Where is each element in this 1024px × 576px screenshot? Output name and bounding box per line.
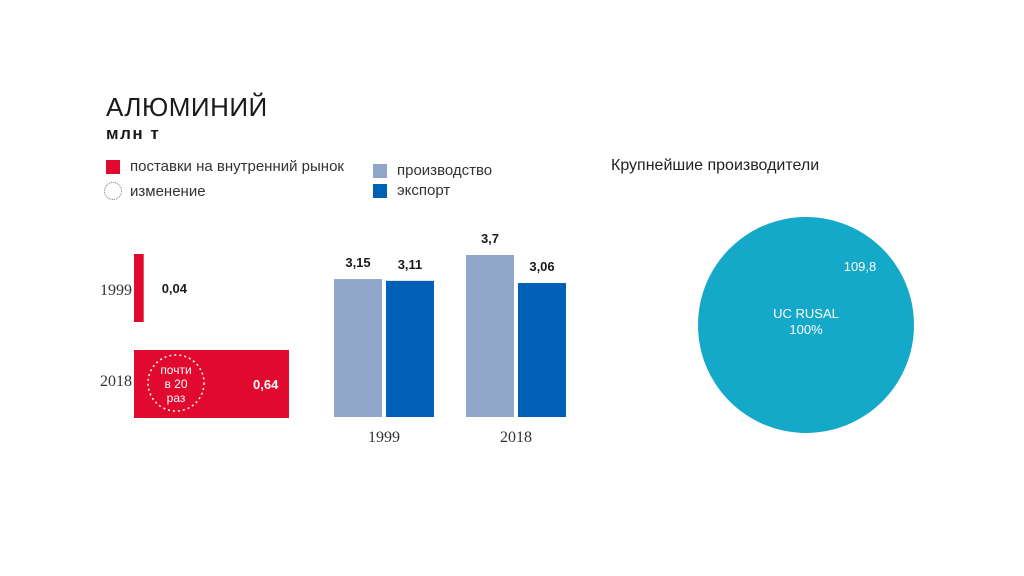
legend-label-export: экспорт — [397, 182, 451, 199]
legend-item-change: изменение — [104, 182, 206, 200]
production-export-bar-chart: 3,15 3,11 3,7 3,06 1999 2018 — [334, 231, 566, 446]
chart-title: АЛЮМИНИЙ — [106, 92, 268, 122]
producers-pie-chart: 109,8 UC RUSAL 100% — [698, 217, 914, 433]
chart-units: млн т — [106, 124, 161, 143]
pie-slice-percent: 100% — [789, 322, 823, 337]
legend-item-domestic: поставки на внутренний рынок — [106, 158, 344, 175]
legend-dotted-circle — [104, 182, 122, 200]
domestic-value-2018: 0,64 — [253, 377, 279, 392]
change-annotation-line3: раз — [167, 391, 186, 405]
domestic-category-2018: 2018 — [100, 373, 132, 390]
production-bar-2018 — [466, 255, 514, 417]
domestic-value-1999: 0,04 — [162, 281, 188, 296]
export-value-2018: 3,06 — [529, 259, 554, 274]
pie-slice-uc-rusal — [698, 217, 914, 433]
change-annotation-line2: в 20 — [164, 377, 187, 391]
pie-title: Крупнейшие производители — [611, 157, 820, 174]
pie-total-value: 109,8 — [844, 259, 877, 274]
legend-item-production: производство — [373, 162, 492, 179]
legend-label-production: производство — [397, 162, 493, 179]
domestic-category-1999: 1999 — [100, 282, 132, 299]
pie-slice-name: UC RUSAL — [773, 306, 839, 321]
change-annotation-line1: почти — [160, 363, 191, 377]
legend-swatch-export — [373, 183, 387, 198]
category-label-2018: 2018 — [500, 429, 532, 446]
legend-swatch-domestic — [106, 159, 120, 174]
legend-swatch-production — [373, 163, 387, 178]
legend-label-change: изменение — [130, 182, 206, 200]
legend-item-export: экспорт — [373, 182, 450, 199]
production-value-2018: 3,7 — [481, 231, 499, 246]
export-bar-2018 — [518, 283, 566, 417]
production-value-1999: 3,15 — [345, 255, 370, 270]
export-value-1999: 3,11 — [398, 257, 423, 272]
domestic-bar-chart: 0,04 0,64 почти в 20 раз — [134, 254, 289, 418]
domestic-bar-1999 — [134, 254, 144, 322]
production-bar-1999 — [334, 279, 382, 417]
legend-label-domestic: поставки на внутренний рынок — [130, 158, 344, 175]
export-bar-1999 — [386, 280, 434, 417]
change-dotted-circle — [147, 354, 205, 412]
category-label-1999: 1999 — [368, 429, 400, 446]
